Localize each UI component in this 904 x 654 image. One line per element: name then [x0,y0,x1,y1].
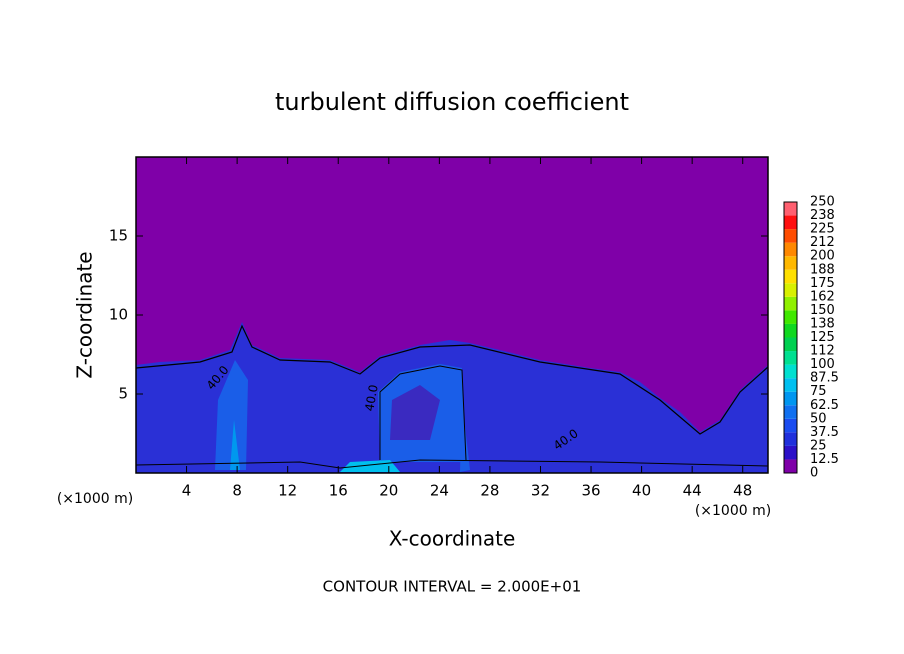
x-tick-label: 28 [480,482,499,500]
field-region [230,420,240,470]
colorbar-label: 188 [810,262,835,277]
colorbar-band [784,283,797,297]
x-axis-label: X-coordinate [389,527,516,551]
contour-line [135,459,769,469]
colorbar-label: 50 [810,411,827,426]
x-tick-label: 32 [531,482,550,500]
colorbar-band [784,405,797,419]
colorbar-band [784,445,797,460]
colorbar-label: 238 [810,208,835,223]
colorbar-band [784,242,797,257]
colorbar-label: 0 [810,466,818,481]
colorbar-label: 225 [810,222,835,237]
colorbar-label: 87.5 [810,371,839,386]
contour-line [379,365,467,461]
x-tick-label: 36 [581,482,600,500]
colorbar-label: 75 [810,384,827,399]
y-tick-label: 5 [118,385,128,403]
field-region [215,360,248,470]
annotation: CONTOUR INTERVAL = 2.000E+01 [323,578,582,596]
contour-label: 40.0 [362,384,380,413]
x-tick-label: 48 [733,482,752,500]
colorbar-band [784,229,797,243]
x-tick-label: 12 [278,482,297,500]
colorbar-label: 12.5 [810,452,839,467]
colorbar-label: 100 [810,357,835,372]
chart-title: turbulent diffusion coefficient [275,88,629,116]
colorbar-band [784,459,797,473]
colorbar-band [784,269,797,284]
contour-line [135,324,769,435]
colorbar-band [784,432,797,446]
x-tick-label: 24 [430,482,449,500]
colorbar-label: 175 [810,276,835,291]
colorbar-label: 250 [810,195,835,210]
colorbar-label: 150 [810,303,835,318]
colorbar-band [784,296,797,311]
colorbar-band [784,215,797,230]
y-tick-label: 15 [109,227,128,245]
y-axis-label: Z-coordinate [73,251,97,378]
colorbar-band [784,364,797,379]
y-tick-label: 10 [109,306,128,324]
colorbar-band [784,256,797,270]
x-tick-label: 4 [182,482,192,500]
colorbar-label: 112 [810,344,835,359]
x-tick-label: 44 [683,482,702,500]
colorbar-band [784,351,797,365]
colorbar-band [784,202,797,216]
colorbar-band [784,391,797,406]
colorbar-label: 62.5 [810,398,839,413]
x-tick-label: 16 [329,482,348,500]
x-tick-label: 20 [379,482,398,500]
colorbar-label: 200 [810,249,835,264]
colorbar-label: 125 [810,330,835,345]
colorbar-band [784,378,797,392]
colorbar-label: 212 [810,235,835,250]
field-region [390,385,440,440]
colorbar-label: 138 [810,316,835,331]
x-unit-label: (×1000 m) [695,503,771,519]
colorbar-label: 37.5 [810,425,839,440]
field: 40.0 40.0 40.0 [135,157,769,473]
colorbar-band [784,323,797,338]
colorbar-band [784,310,797,324]
x-tick-label: 8 [232,482,242,500]
colorbar-band [784,418,797,433]
colorbar-frame [783,201,798,474]
x-tick-label: 40 [632,482,651,500]
x-unit-label: (×1000 m) [57,491,133,507]
colorbar-label: 162 [810,289,835,304]
colorbar-band [784,337,797,352]
colorbar-label: 25 [810,438,827,453]
